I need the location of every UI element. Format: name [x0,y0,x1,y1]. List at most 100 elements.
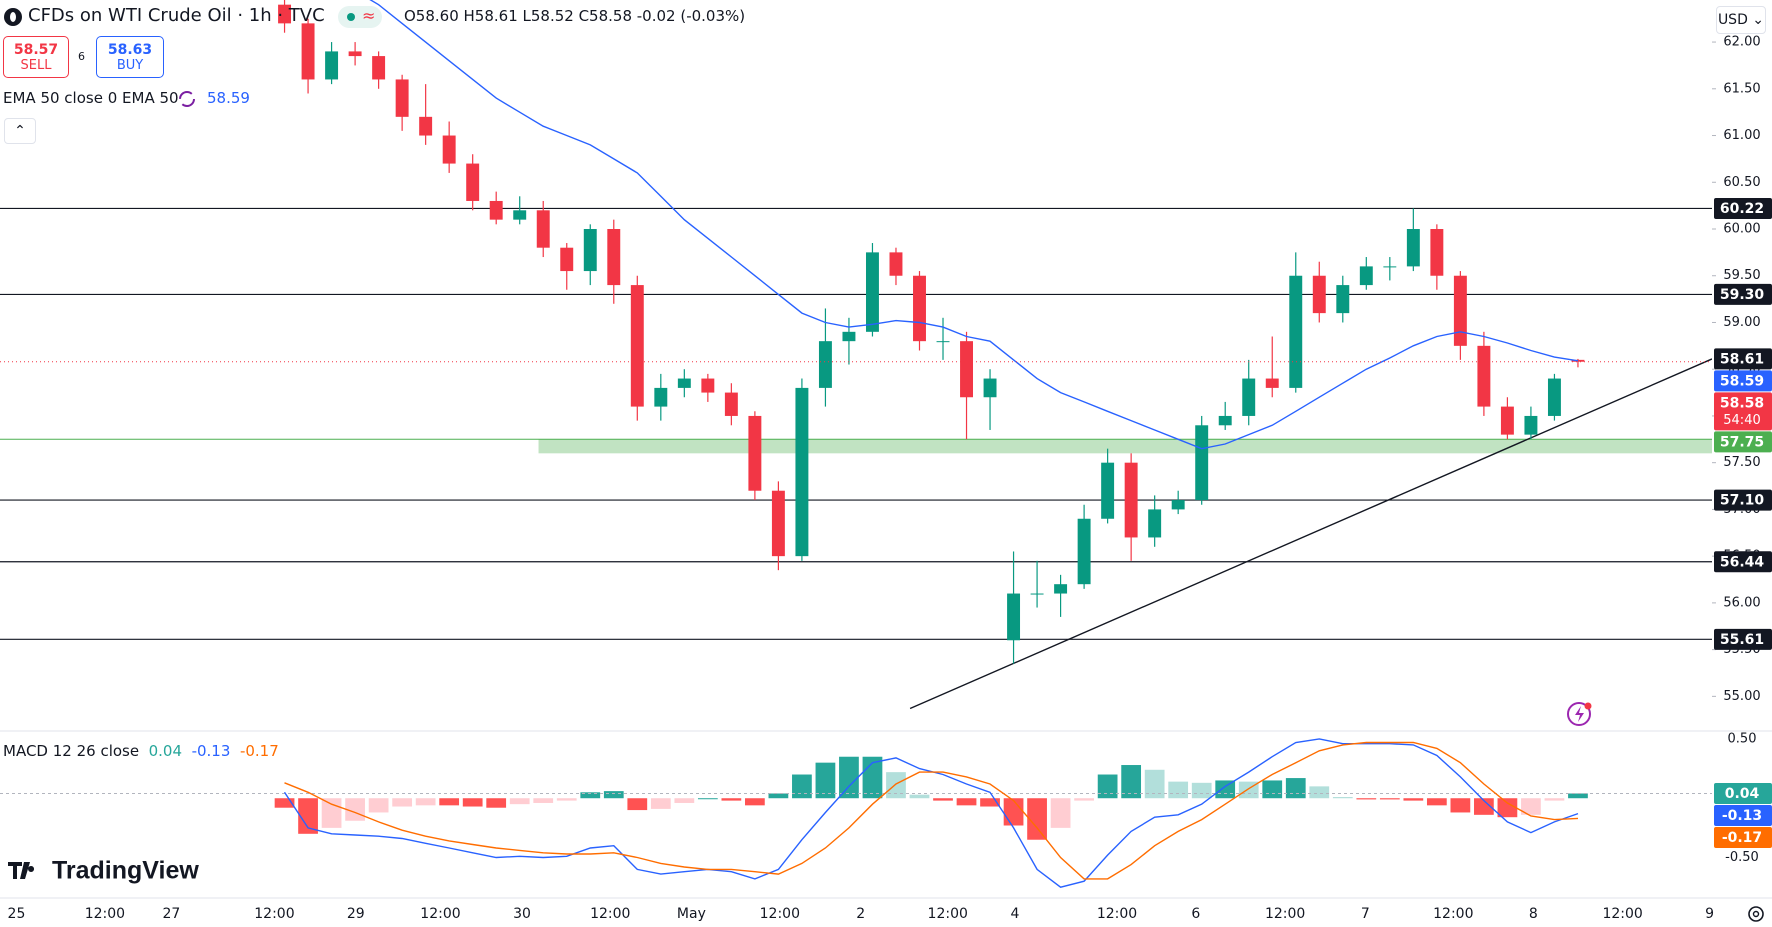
histogram-bar [980,798,1000,807]
macd-line [284,741,1579,880]
candle-body [1007,593,1021,641]
macd-legend: MACD 12 26 close 0.04 -0.13 -0.17 [3,742,279,760]
histogram-bar [721,798,742,801]
candle-body [630,285,644,407]
buy-label: BUY [116,58,144,73]
histogram-bar [1050,798,1071,828]
histogram-bar [392,798,413,807]
candle-body [913,275,926,342]
alert-dot [1584,702,1592,710]
y-tick-label: 60.00 [1723,222,1760,237]
histogram-bar [439,798,460,806]
countdown-label: 54:40 [1723,413,1760,428]
histogram-bar [533,798,554,803]
refresh-icon[interactable] [177,89,197,109]
candle-body [466,163,480,201]
histogram-bar [933,798,953,801]
histogram-bar [1521,798,1541,815]
macd-label: 0.04 [1725,786,1760,802]
macd-line-value: -0.13 [191,742,231,760]
currency-select[interactable]: USD ⌄ [1716,6,1766,34]
histogram-bar [1144,769,1165,799]
x-tick-label: 12:00 [760,906,800,922]
candle-body [489,200,503,220]
candle-body [1077,518,1091,585]
histogram-bar [745,798,765,806]
histogram-bar [1285,778,1306,799]
candle-body [513,210,527,220]
x-tick-label: 12:00 [928,906,968,922]
price-label-box [1714,370,1772,392]
candle-body [1171,500,1185,510]
x-tick-label: 12:00 [1265,906,1305,922]
histogram-bar [1074,798,1094,801]
histogram-bar [792,774,812,799]
symbol-title: CFDs on WTI Crude Oil · 1h · TVC [28,5,325,26]
histogram-bar [1544,798,1565,801]
logo: TradingView [8,857,199,885]
x-tick-label: 4 [1011,906,1020,922]
histogram-bar [1403,798,1424,801]
price-label-box [1714,431,1772,453]
histogram-bar [1426,798,1447,806]
sell-label: SELL [20,58,52,73]
ema-legend-value: 58.59 [207,89,250,107]
price-pane [0,0,1712,710]
macd-hist-value: 0.04 [148,742,183,760]
histogram-bar [1568,793,1588,799]
candle-body [1430,229,1444,276]
market-status[interactable]: ≈ [338,6,382,28]
x-tick-label: 12:00 [254,906,294,922]
price-label: 60.22 [1720,201,1764,217]
histogram-bar [580,792,601,799]
price-label: 57.75 [1720,434,1764,450]
spread: 6 [78,50,85,63]
settings-icon[interactable] [1748,906,1764,922]
histogram-bar [1450,798,1471,813]
candle-body [960,341,973,398]
y-tick-label: 55.00 [1723,689,1760,704]
buy-price: 58.63 [107,42,153,58]
candle-body [1242,378,1256,416]
alert-icon[interactable] [1567,702,1591,726]
candle-body [1547,378,1561,416]
buy-button[interactable]: 58.63 BUY [96,36,164,78]
axes: 55.0055.5056.0056.5057.0057.5058.0058.50… [8,35,1772,922]
candle-body [583,229,597,272]
histogram-bar [815,762,836,799]
x-tick-label: 12:00 [85,906,125,922]
histogram-bar [368,798,389,813]
histogram-bar [1121,765,1142,799]
candle-body [865,252,879,332]
candle-body [889,252,903,276]
histogram-bar [1474,798,1494,815]
histogram-bar [909,794,930,799]
candle-body [771,490,785,557]
histogram-bar [1191,782,1212,799]
trendline [909,358,1712,710]
candle-body [1265,378,1279,388]
y-tick-label: 62.00 [1723,35,1760,50]
currency: USD [1717,12,1748,28]
candle-body [1406,229,1420,267]
ema-line [369,0,1579,450]
histogram-bar [697,798,718,800]
histogram-bar [556,798,577,801]
y-tick-label: 59.50 [1723,268,1760,283]
candle-body [560,247,574,272]
histogram-bar [415,798,436,806]
macd-label: -0.13 [1722,808,1762,824]
sell-price: 58.57 [13,42,59,58]
candle-body [1101,462,1115,519]
collapse-button[interactable]: ⌃ [4,118,36,144]
y-tick-label: 60.50 [1723,175,1760,190]
x-tick-label: 6 [1191,906,1200,922]
histogram-bar [1262,780,1283,799]
histogram-bar [486,798,507,808]
sell-button[interactable]: 58.57 SELL [3,36,69,78]
macd-label: -0.17 [1722,830,1762,846]
candle-body [1359,266,1373,286]
x-tick-label: 29 [347,906,365,922]
y-tick-label: 57.50 [1723,455,1760,470]
